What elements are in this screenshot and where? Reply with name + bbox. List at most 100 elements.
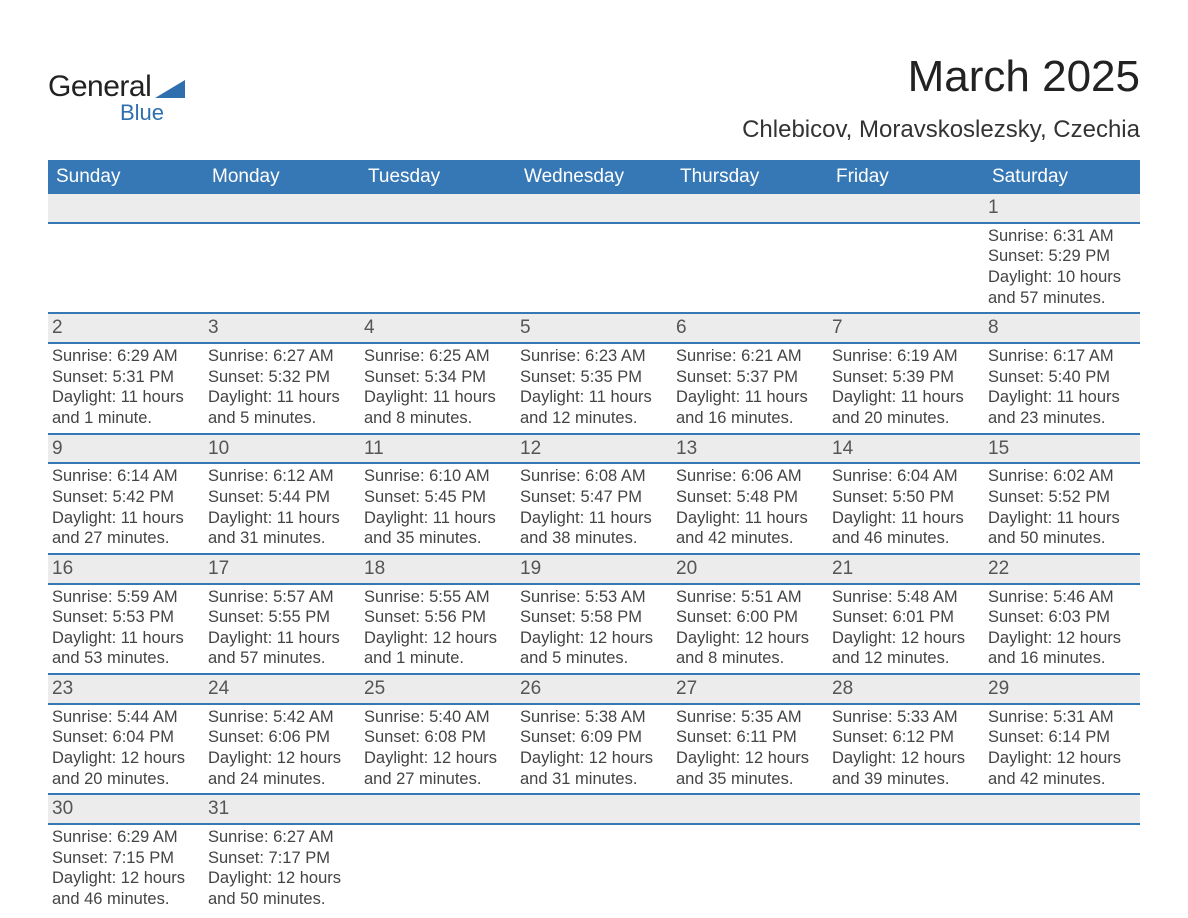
day-detail-cell: Sunrise: 6:21 AMSunset: 5:37 PMDaylight:… — [672, 343, 828, 434]
day-daylight-line: Daylight: 12 hours and 42 minutes. — [988, 748, 1136, 789]
day-number-cell: 15 — [984, 434, 1140, 464]
month-title: March 2025 — [742, 52, 1140, 102]
day-number-cell: 11 — [360, 434, 516, 464]
day-number-cell: 24 — [204, 674, 360, 704]
day-daylight-line: Daylight: 11 hours and 5 minutes. — [208, 387, 356, 428]
day-sunset-line: Sunset: 6:06 PM — [208, 727, 356, 748]
day-detail-cell: Sunrise: 5:44 AMSunset: 6:04 PMDaylight:… — [48, 704, 204, 795]
week-detail-row: Sunrise: 6:29 AMSunset: 5:31 PMDaylight:… — [48, 343, 1140, 434]
logo-text-general: General — [48, 70, 151, 104]
day-detail-cell: Sunrise: 6:29 AMSunset: 7:15 PMDaylight:… — [48, 824, 204, 914]
title-block: March 2025 Chlebicov, Moravskoslezsky, C… — [742, 52, 1140, 152]
day-sunrise-line: Sunrise: 6:02 AM — [988, 466, 1136, 487]
day-sunset-line: Sunset: 5:29 PM — [988, 246, 1136, 267]
day-detail-cell — [204, 223, 360, 314]
day-daylight-line: Daylight: 11 hours and 20 minutes. — [832, 387, 980, 428]
day-sunset-line: Sunset: 5:31 PM — [52, 367, 200, 388]
day-daylight-line: Daylight: 12 hours and 39 minutes. — [832, 748, 980, 789]
day-sunrise-line: Sunrise: 5:57 AM — [208, 587, 356, 608]
day-sunset-line: Sunset: 6:09 PM — [520, 727, 668, 748]
day-sunrise-line: Sunrise: 6:04 AM — [832, 466, 980, 487]
day-detail-cell: Sunrise: 6:17 AMSunset: 5:40 PMDaylight:… — [984, 343, 1140, 434]
day-sunset-line: Sunset: 5:42 PM — [52, 487, 200, 508]
day-daylight-line: Daylight: 12 hours and 31 minutes. — [520, 748, 668, 789]
day-sunset-line: Sunset: 5:32 PM — [208, 367, 356, 388]
week-detail-row: Sunrise: 5:44 AMSunset: 6:04 PMDaylight:… — [48, 704, 1140, 795]
day-number-cell: 27 — [672, 674, 828, 704]
day-sunrise-line: Sunrise: 5:40 AM — [364, 707, 512, 728]
day-daylight-line: Daylight: 11 hours and 46 minutes. — [832, 508, 980, 549]
day-sunset-line: Sunset: 5:47 PM — [520, 487, 668, 508]
day-sunset-line: Sunset: 7:17 PM — [208, 848, 356, 869]
day-detail-cell: Sunrise: 6:14 AMSunset: 5:42 PMDaylight:… — [48, 463, 204, 554]
day-number-cell: 20 — [672, 554, 828, 584]
day-sunrise-line: Sunrise: 5:38 AM — [520, 707, 668, 728]
day-number-cell — [48, 194, 204, 223]
day-daylight-line: Daylight: 11 hours and 53 minutes. — [52, 628, 200, 669]
day-daylight-line: Daylight: 11 hours and 31 minutes. — [208, 508, 356, 549]
day-detail-cell — [828, 824, 984, 914]
day-sunrise-line: Sunrise: 6:25 AM — [364, 346, 512, 367]
day-sunset-line: Sunset: 5:53 PM — [52, 607, 200, 628]
logo-triangle-icon — [155, 80, 185, 98]
day-number-cell: 4 — [360, 313, 516, 343]
day-number-cell: 13 — [672, 434, 828, 464]
day-sunset-line: Sunset: 5:34 PM — [364, 367, 512, 388]
day-sunrise-line: Sunrise: 5:33 AM — [832, 707, 980, 728]
day-number-cell: 28 — [828, 674, 984, 704]
day-number-cell: 23 — [48, 674, 204, 704]
day-number-cell: 2 — [48, 313, 204, 343]
day-number-cell: 9 — [48, 434, 204, 464]
day-sunset-line: Sunset: 6:12 PM — [832, 727, 980, 748]
day-daylight-line: Daylight: 11 hours and 50 minutes. — [988, 508, 1136, 549]
week-daynum-row: 16171819202122 — [48, 554, 1140, 584]
day-sunrise-line: Sunrise: 6:06 AM — [676, 466, 824, 487]
day-sunset-line: Sunset: 5:58 PM — [520, 607, 668, 628]
week-daynum-row: 3031 — [48, 794, 1140, 824]
day-number-cell — [828, 794, 984, 824]
day-header: Thursday — [672, 160, 828, 194]
day-number-cell: 1 — [984, 194, 1140, 223]
day-daylight-line: Daylight: 10 hours and 57 minutes. — [988, 267, 1136, 308]
day-detail-cell: Sunrise: 6:08 AMSunset: 5:47 PMDaylight:… — [516, 463, 672, 554]
week-detail-row: Sunrise: 6:29 AMSunset: 7:15 PMDaylight:… — [48, 824, 1140, 914]
day-sunrise-line: Sunrise: 5:46 AM — [988, 587, 1136, 608]
day-detail-cell: Sunrise: 5:38 AMSunset: 6:09 PMDaylight:… — [516, 704, 672, 795]
day-sunset-line: Sunset: 5:52 PM — [988, 487, 1136, 508]
day-daylight-line: Daylight: 11 hours and 1 minute. — [52, 387, 200, 428]
day-detail-cell — [984, 824, 1140, 914]
day-number-cell: 7 — [828, 313, 984, 343]
day-sunrise-line: Sunrise: 6:21 AM — [676, 346, 824, 367]
day-sunset-line: Sunset: 5:48 PM — [676, 487, 824, 508]
day-sunset-line: Sunset: 5:56 PM — [364, 607, 512, 628]
day-daylight-line: Daylight: 12 hours and 8 minutes. — [676, 628, 824, 669]
day-daylight-line: Daylight: 11 hours and 27 minutes. — [52, 508, 200, 549]
week-detail-row: Sunrise: 6:14 AMSunset: 5:42 PMDaylight:… — [48, 463, 1140, 554]
day-detail-cell — [828, 223, 984, 314]
header-row: General Blue March 2025 Chlebicov, Morav… — [48, 52, 1140, 152]
day-sunrise-line: Sunrise: 5:51 AM — [676, 587, 824, 608]
day-detail-cell — [672, 824, 828, 914]
day-number-cell: 5 — [516, 313, 672, 343]
calendar-table: SundayMondayTuesdayWednesdayThursdayFrid… — [48, 160, 1140, 914]
day-detail-cell: Sunrise: 6:10 AMSunset: 5:45 PMDaylight:… — [360, 463, 516, 554]
day-detail-cell — [360, 223, 516, 314]
day-detail-cell: Sunrise: 5:55 AMSunset: 5:56 PMDaylight:… — [360, 584, 516, 675]
day-sunset-line: Sunset: 6:08 PM — [364, 727, 512, 748]
week-daynum-row: 2345678 — [48, 313, 1140, 343]
day-number-cell: 18 — [360, 554, 516, 584]
day-daylight-line: Daylight: 12 hours and 1 minute. — [364, 628, 512, 669]
day-detail-cell: Sunrise: 6:04 AMSunset: 5:50 PMDaylight:… — [828, 463, 984, 554]
day-number-cell: 21 — [828, 554, 984, 584]
day-sunrise-line: Sunrise: 6:23 AM — [520, 346, 668, 367]
day-sunset-line: Sunset: 6:14 PM — [988, 727, 1136, 748]
day-number-cell: 14 — [828, 434, 984, 464]
day-daylight-line: Daylight: 12 hours and 24 minutes. — [208, 748, 356, 789]
day-daylight-line: Daylight: 11 hours and 35 minutes. — [364, 508, 512, 549]
day-sunrise-line: Sunrise: 5:59 AM — [52, 587, 200, 608]
day-detail-cell: Sunrise: 6:29 AMSunset: 5:31 PMDaylight:… — [48, 343, 204, 434]
day-detail-cell: Sunrise: 5:57 AMSunset: 5:55 PMDaylight:… — [204, 584, 360, 675]
day-header: Monday — [204, 160, 360, 194]
day-number-cell: 26 — [516, 674, 672, 704]
day-sunset-line: Sunset: 5:45 PM — [364, 487, 512, 508]
